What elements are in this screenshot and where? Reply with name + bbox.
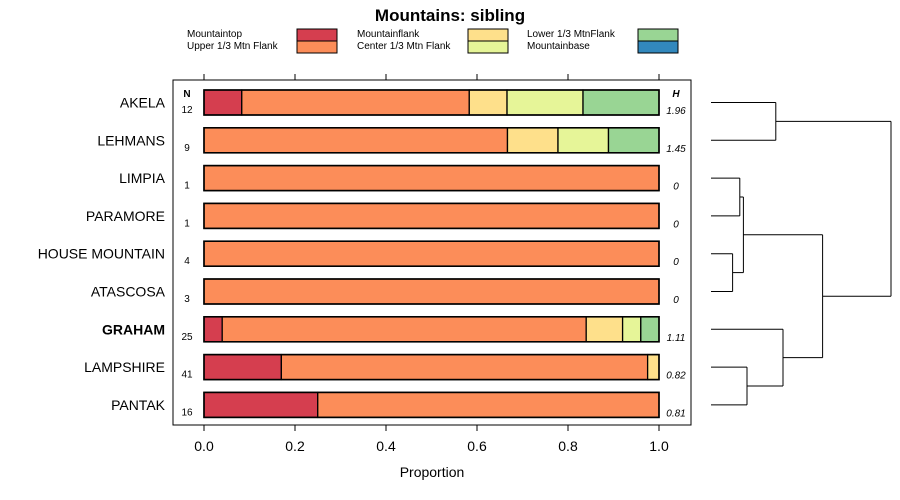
n-label-lampshire: 41 <box>181 370 193 381</box>
bar-akela-upper-1-3-mtn-flank <box>241 89 470 116</box>
x-axis-label: Proportion <box>400 464 465 480</box>
row-label-limpia: LIMPIA <box>119 170 166 186</box>
x-tick-label-1: 0.2 <box>285 438 305 454</box>
bar-akela-lower-1-3-mtnflank <box>582 89 660 116</box>
bar-outline-house-mountain <box>203 240 660 267</box>
row-label-pantak: PANTAK <box>111 397 166 413</box>
bar-graham-lower-1-3-mtnflank <box>640 316 660 343</box>
bar-lehmans-center-1-3-mtn-flank <box>557 127 610 154</box>
x-axis: 0.0 0.2 0.4 0.6 0.8 1.0 <box>194 74 669 454</box>
bar-pantak-mountaintop <box>203 391 319 419</box>
x-tick-label-0: 0.0 <box>194 438 214 454</box>
n-label-akela: 12 <box>181 105 193 116</box>
h-label-lehmans: 1.45 <box>666 144 686 155</box>
n-label-pantak: 16 <box>181 407 193 418</box>
legend-label-mountainflank: Mountainflank <box>357 29 420 40</box>
h-label-limpia: 0 <box>673 182 679 193</box>
x-tick-label-4: 0.8 <box>558 438 578 454</box>
h-label-atascosa: 0 <box>673 295 679 306</box>
legend-swatch-lower-1-3-mtnflank <box>637 28 679 42</box>
legend-label-center-1-3-mtn-flank: Center 1/3 Mtn Flank <box>357 41 451 52</box>
x-tick-label-5: 1.0 <box>649 438 669 454</box>
row-label-lampshire: LAMPSHIRE <box>84 359 165 375</box>
dendrogram <box>711 102 892 406</box>
bar-graham-center-1-3-mtn-flank <box>621 316 642 343</box>
bar-lehmans-lower-1-3-mtnflank <box>607 127 660 154</box>
h-label-house-mountain: 0 <box>673 257 679 268</box>
x-tick-label-2: 0.4 <box>376 438 396 454</box>
bar-lampshire-mountainflank <box>646 353 660 381</box>
bar-outline-pantak <box>203 391 660 419</box>
bar-akela-mountaintop <box>203 89 243 116</box>
n-labels: 12 9 1 1 4 3 25 41 16 <box>181 105 193 418</box>
bar-akela-mountainflank <box>468 89 508 116</box>
legend-label-mountainbase: Mountainbase <box>527 41 590 52</box>
bar-outline-limpia <box>203 164 660 192</box>
bar-lehmans-upper-1-3-mtn-flank <box>203 127 509 154</box>
chart-title: Mountains: sibling <box>375 6 525 25</box>
h-column-header: H <box>672 89 680 100</box>
legend-label-mountaintop: Mountaintop <box>187 29 242 40</box>
bar-atascosa-upper-1-3-mtn-flank <box>203 278 660 305</box>
legend-swatch-mountaintop <box>296 28 338 42</box>
bar-limpia-upper-1-3-mtn-flank <box>203 164 660 192</box>
bar-lampshire-mountaintop <box>203 353 282 381</box>
bar-paramore-upper-1-3-mtn-flank <box>203 202 660 230</box>
n-column-header: N <box>183 89 190 100</box>
n-label-house-mountain: 4 <box>184 256 190 267</box>
bar-outline-paramore <box>203 202 660 230</box>
n-label-paramore: 1 <box>184 218 190 229</box>
legend-swatch-mountainbase <box>637 40 679 54</box>
bar-outline-atascosa <box>203 278 660 305</box>
h-label-akela: 1.96 <box>666 106 686 117</box>
h-label-lampshire: 0.82 <box>666 371 686 382</box>
bar-lehmans-mountainflank <box>506 127 559 154</box>
legend-label-upper-1-3-mtn-flank: Upper 1/3 Mtn Flank <box>187 41 279 52</box>
legend-label-lower-1-3-mtnflank: Lower 1/3 MtnFlank <box>527 29 616 40</box>
h-label-graham: 1.11 <box>667 333 686 344</box>
row-label-lehmans: LEHMANS <box>97 132 165 148</box>
bar-outline-graham <box>203 315 660 343</box>
bar-outline-akela <box>203 89 660 116</box>
row-labels: AKELA LEHMANS LIMPIA PARAMORE HOUSE MOUNTAIN… <box>38 95 166 413</box>
row-label-atascosa: ATASCOSA <box>91 284 166 300</box>
legend-swatch-mountainflank <box>467 28 509 42</box>
bar-graham-mountaintop <box>203 316 223 343</box>
bar-house-mountain-upper-1-3-mtn-flank <box>203 240 660 267</box>
row-label-graham: GRAHAM <box>102 321 165 337</box>
n-label-atascosa: 3 <box>184 294 190 305</box>
n-label-graham: 25 <box>181 332 193 343</box>
legend-swatch-center-1-3-mtn-flank <box>467 40 509 54</box>
row-label-paramore: PARAMORE <box>86 208 165 224</box>
row-label-akela: AKELA <box>120 95 166 111</box>
h-labels: 1.96 1.45 0 0 0 0 1.11 0.82 0.81 <box>666 106 686 419</box>
n-label-lehmans: 9 <box>184 143 190 154</box>
h-label-pantak: 0.81 <box>666 408 685 419</box>
x-tick-label-3: 0.6 <box>467 438 487 454</box>
plot-frame <box>172 79 692 426</box>
bar-outline-lehmans <box>203 127 660 154</box>
bar-akela-center-1-3-mtn-flank <box>506 89 584 116</box>
row-label-house-mountain: HOUSE MOUNTAIN <box>38 246 165 262</box>
bars-group <box>203 89 660 419</box>
legend-swatch-upper-1-3-mtn-flank <box>296 40 338 54</box>
bar-outline-lampshire <box>203 353 660 381</box>
bar-graham-mountainflank <box>585 316 624 343</box>
bar-pantak-upper-1-3-mtn-flank <box>317 391 660 419</box>
bar-graham-upper-1-3-mtn-flank <box>221 316 587 343</box>
bar-lampshire-upper-1-3-mtn-flank <box>280 353 649 381</box>
n-label-limpia: 1 <box>184 181 190 192</box>
h-label-paramore: 0 <box>673 219 679 230</box>
